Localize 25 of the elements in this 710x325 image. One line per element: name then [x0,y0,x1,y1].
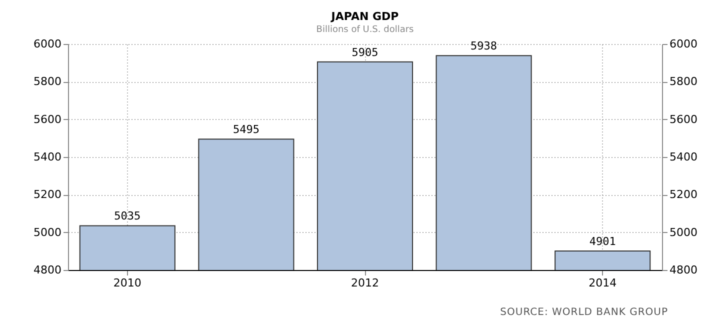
y-tick-label: 5000 [34,226,62,239]
source-note: SOURCE: WORLD BANK GROUP [499,307,668,318]
y2-tick-label: 5600 [670,112,698,126]
data-label: 5035 [114,210,141,223]
y-tick-label: 6000 [34,38,62,50]
x-tick-label: 2012 [351,276,379,290]
y-tick-label: 4800 [34,264,62,276]
data-label: 5938 [470,40,498,53]
x-tick-label: 2014 [588,276,617,290]
y2-tick-label: 5000 [670,226,698,239]
y2-tick-label: 5400 [670,150,698,164]
data-label: 4901 [589,234,616,248]
y2-tick-label: 6000 [670,38,698,50]
y2-tick-label: 4800 [670,264,698,276]
x-tick-label: 2010 [113,276,142,290]
y2-tick-label: 5200 [670,188,698,202]
y2-tick-label: 5800 [670,75,698,88]
y-tick-label: 5600 [34,112,62,126]
chart-title: JAPAN GDP [330,10,399,23]
data-label: 5495 [232,123,260,136]
chart-subtitle: Billions of U.S. dollars [316,25,414,35]
y-tick-label: 5800 [34,75,62,88]
data-label: 5905 [352,46,378,59]
y-tick-label: 5200 [34,188,62,202]
y-tick-label: 5400 [34,150,62,164]
